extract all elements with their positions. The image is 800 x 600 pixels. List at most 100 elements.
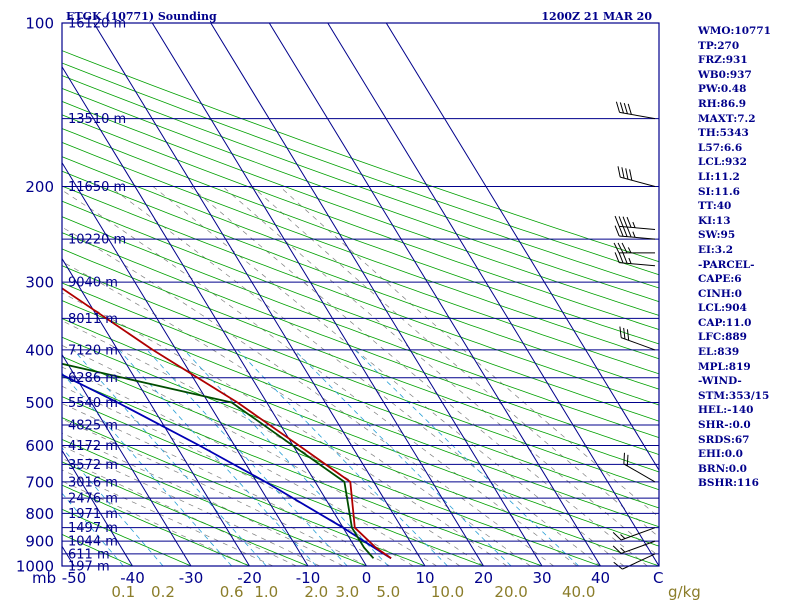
temperature-tick-label: -50 <box>62 569 87 587</box>
height-label: 7120 m <box>68 343 118 358</box>
dry-adiabat-line <box>62 265 659 491</box>
index-row: CAPE:6 <box>698 273 742 286</box>
temperature-profile-line <box>62 287 392 560</box>
axis-labels: 16120 m 13510 m 11650 m 10220 m 9040 m 8011 m… <box>16 15 701 600</box>
pressure-tick-label: 900 <box>25 533 54 551</box>
index-row: EI:3.2 <box>698 243 734 256</box>
mixing-ratio-tick-label: 0.1 <box>111 583 135 600</box>
index-row: KI:13 <box>698 214 731 227</box>
dry-adiabat-line <box>62 62 659 276</box>
mixing-ratio-tick-label: 2.0 <box>304 583 328 600</box>
dry-adiabat-line <box>62 417 427 566</box>
wind-barb <box>613 242 655 254</box>
height-label: 5540 m <box>68 396 118 411</box>
dry-adiabat-line <box>62 396 485 566</box>
wind-barb <box>614 215 656 230</box>
index-row: SRDS:67 <box>698 433 750 446</box>
height-label: 4172 m <box>68 439 118 454</box>
pressure-tick-label: 300 <box>25 274 54 292</box>
index-row: PW:0.48 <box>698 83 747 96</box>
wind-barb <box>614 225 656 240</box>
index-row: CAP:11.0 <box>698 316 752 329</box>
dry-adiabat-line <box>62 185 659 406</box>
wind-barb <box>623 452 656 483</box>
dry-adiabat-line <box>62 170 659 390</box>
index-row: RH:86.9 <box>698 97 747 110</box>
mixing-ratio-tick-label: 10.0 <box>431 583 464 600</box>
profiles <box>62 287 392 560</box>
moist-adiabat-line <box>109 186 601 566</box>
index-row: SHR-:0.0 <box>698 419 751 432</box>
moist-adiabat-line <box>62 469 274 566</box>
temperature-tick-label: 0 <box>362 569 372 587</box>
index-row: BRN:0.0 <box>698 462 747 475</box>
pressure-tick-label: 400 <box>25 341 54 359</box>
dry-adiabat-line <box>62 375 544 566</box>
index-row: LI:11.2 <box>698 170 740 183</box>
dry-adiabat-line <box>62 50 659 263</box>
moist-adiabat-line <box>252 186 659 538</box>
index-row: TT:40 <box>698 200 732 213</box>
wind-barb <box>612 540 656 554</box>
dry-adiabat-line <box>62 156 659 375</box>
temperature-tick-label: 20 <box>474 569 493 587</box>
height-label: 1497 m <box>68 521 118 536</box>
dry-adiabat-line <box>62 282 659 509</box>
index-row: SW:95 <box>698 229 736 242</box>
pressure-tick-label: 500 <box>25 394 54 412</box>
plot-frame <box>61 22 660 567</box>
height-label: 3016 m <box>68 475 118 490</box>
index-row: MPL:819 <box>698 360 751 373</box>
isobars <box>62 22 659 567</box>
mixing-ratio-tick-label: 0.2 <box>151 583 175 600</box>
wind-barb <box>619 326 656 351</box>
wind-barb <box>615 101 656 120</box>
dry-adiabat-line <box>62 128 659 345</box>
index-row: -PARCEL- <box>698 258 755 271</box>
temperature-tick-label: -40 <box>120 569 145 587</box>
dry-adiabat-line <box>62 200 659 422</box>
index-row: TH:5343 <box>698 127 749 140</box>
height-label: 2476 m <box>68 492 118 507</box>
moist-adiabat-line <box>62 480 250 566</box>
index-row: -WIND- <box>698 375 742 388</box>
isotherms <box>62 23 659 566</box>
dry-adiabat-line <box>62 232 659 456</box>
index-row: TP:270 <box>698 39 740 52</box>
index-row: WMO:10771 <box>698 25 771 37</box>
height-label: 9040 m <box>68 276 118 291</box>
wind-barb <box>614 252 656 267</box>
mixing-ratio-tick-label: 40.0 <box>562 583 595 600</box>
isotherm-line <box>62 353 192 566</box>
index-row: STM:353/15 <box>698 389 770 402</box>
pressure-tick-label: 1000 <box>16 558 54 576</box>
index-row: CINH:0 <box>698 287 742 300</box>
mixing-ratio-tick-label: 1.0 <box>254 583 278 600</box>
temperature-tick-label: 10 <box>415 569 434 587</box>
mixing-ratio-tick-label: 0.6 <box>220 583 244 600</box>
dry-adiabat-line <box>62 300 659 528</box>
isotherm-line <box>385 23 659 472</box>
pressure-tick-label: 700 <box>25 473 54 491</box>
wind-barb <box>617 166 656 187</box>
index-row: MAXT:7.2 <box>698 112 756 125</box>
sounding-title: ETGK (10771) Sounding <box>66 10 217 23</box>
height-label: 16120 m <box>68 17 126 32</box>
parcel-path-line <box>62 373 392 560</box>
index-row: EL:839 <box>698 346 740 359</box>
index-row: BSHR:116 <box>698 477 759 490</box>
index-row: EHI:0.0 <box>698 448 743 461</box>
pressure-tick-label: 100 <box>25 15 54 33</box>
height-label: 197 m <box>68 560 110 575</box>
moist-adiabat-line <box>62 403 391 566</box>
dry-adiabat-line <box>62 484 251 566</box>
height-label: 13510 m <box>68 112 126 127</box>
isotherm-line <box>268 23 601 566</box>
mixing-ratio-tick-label: 3.0 <box>335 583 359 600</box>
moist-adiabat-line <box>222 186 659 557</box>
height-label: 1044 m <box>68 535 118 550</box>
dry-adiabat-line <box>62 141 659 360</box>
moist-adiabat-line <box>62 189 578 566</box>
temperature-tick-label: 30 <box>532 569 551 587</box>
